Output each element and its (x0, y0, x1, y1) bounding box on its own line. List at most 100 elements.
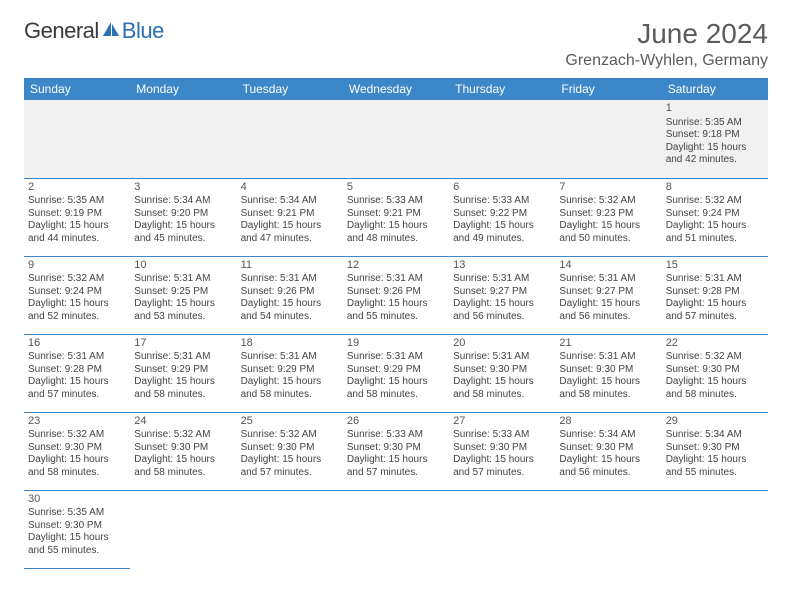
sunrise-line: Sunrise: 5:31 AM (134, 351, 232, 364)
logo-sail-icon (101, 18, 121, 44)
daylight-line: Daylight: 15 hours and 58 minutes. (453, 376, 551, 401)
daylight-line: Daylight: 15 hours and 55 minutes. (28, 532, 126, 557)
daylight-line: Daylight: 15 hours and 58 minutes. (666, 376, 764, 401)
empty-cell (237, 490, 343, 568)
empty-cell (555, 490, 661, 568)
day-number: 2 (28, 181, 126, 195)
sunrise-line: Sunrise: 5:31 AM (559, 351, 657, 364)
sunset-line: Sunset: 9:21 PM (241, 208, 339, 221)
daylight-line: Daylight: 15 hours and 58 minutes. (134, 454, 232, 479)
brand-part1: General (24, 18, 99, 44)
day-number: 21 (559, 337, 657, 351)
sunrise-line: Sunrise: 5:31 AM (666, 273, 764, 286)
day-number: 4 (241, 181, 339, 195)
day-cell: 16Sunrise: 5:31 AMSunset: 9:28 PMDayligh… (24, 334, 130, 412)
calendar-row: 2Sunrise: 5:35 AMSunset: 9:19 PMDaylight… (24, 178, 768, 256)
sunset-line: Sunset: 9:29 PM (241, 364, 339, 377)
sunrise-line: Sunrise: 5:31 AM (453, 351, 551, 364)
day-number: 12 (347, 259, 445, 273)
title-block: June 2024 Grenzach-Wyhlen, Germany (565, 18, 768, 70)
day-cell: 4Sunrise: 5:34 AMSunset: 9:21 PMDaylight… (237, 178, 343, 256)
day-cell: 23Sunrise: 5:32 AMSunset: 9:30 PMDayligh… (24, 412, 130, 490)
day-cell: 3Sunrise: 5:34 AMSunset: 9:20 PMDaylight… (130, 178, 236, 256)
daylight-line: Daylight: 15 hours and 57 minutes. (347, 454, 445, 479)
sunset-line: Sunset: 9:19 PM (28, 208, 126, 221)
day-number: 26 (347, 415, 445, 429)
daylight-line: Daylight: 15 hours and 55 minutes. (666, 454, 764, 479)
sunset-line: Sunset: 9:21 PM (347, 208, 445, 221)
weekday-header: Thursday (449, 78, 555, 100)
daylight-line: Daylight: 15 hours and 58 minutes. (28, 454, 126, 479)
daylight-line: Daylight: 15 hours and 57 minutes. (666, 298, 764, 323)
calendar-row: 16Sunrise: 5:31 AMSunset: 9:28 PMDayligh… (24, 334, 768, 412)
empty-cell (662, 490, 768, 568)
day-number: 8 (666, 181, 764, 195)
sunset-line: Sunset: 9:30 PM (134, 442, 232, 455)
sunrise-line: Sunrise: 5:34 AM (134, 195, 232, 208)
weekday-header: Monday (130, 78, 236, 100)
day-cell: 26Sunrise: 5:33 AMSunset: 9:30 PMDayligh… (343, 412, 449, 490)
sunset-line: Sunset: 9:24 PM (666, 208, 764, 221)
sunset-line: Sunset: 9:26 PM (241, 286, 339, 299)
day-cell: 25Sunrise: 5:32 AMSunset: 9:30 PMDayligh… (237, 412, 343, 490)
sunrise-line: Sunrise: 5:32 AM (666, 351, 764, 364)
daylight-line: Daylight: 15 hours and 53 minutes. (134, 298, 232, 323)
sunrise-line: Sunrise: 5:35 AM (28, 507, 126, 520)
sunset-line: Sunset: 9:30 PM (453, 442, 551, 455)
day-number: 11 (241, 259, 339, 273)
sunset-line: Sunset: 9:30 PM (241, 442, 339, 455)
calendar-row: 9Sunrise: 5:32 AMSunset: 9:24 PMDaylight… (24, 256, 768, 334)
sunrise-line: Sunrise: 5:31 AM (241, 273, 339, 286)
sunrise-line: Sunrise: 5:35 AM (666, 117, 764, 130)
sunrise-line: Sunrise: 5:31 AM (134, 273, 232, 286)
daylight-line: Daylight: 15 hours and 58 minutes. (241, 376, 339, 401)
sunrise-line: Sunrise: 5:34 AM (241, 195, 339, 208)
sunrise-line: Sunrise: 5:35 AM (28, 195, 126, 208)
daylight-line: Daylight: 15 hours and 58 minutes. (134, 376, 232, 401)
daylight-line: Daylight: 15 hours and 52 minutes. (28, 298, 126, 323)
sunset-line: Sunset: 9:20 PM (134, 208, 232, 221)
sunset-line: Sunset: 9:30 PM (28, 442, 126, 455)
empty-cell (555, 100, 661, 178)
sunset-line: Sunset: 9:25 PM (134, 286, 232, 299)
day-number: 29 (666, 415, 764, 429)
day-cell: 9Sunrise: 5:32 AMSunset: 9:24 PMDaylight… (24, 256, 130, 334)
empty-cell (343, 100, 449, 178)
empty-cell (449, 490, 555, 568)
day-number: 28 (559, 415, 657, 429)
day-cell: 27Sunrise: 5:33 AMSunset: 9:30 PMDayligh… (449, 412, 555, 490)
day-number: 25 (241, 415, 339, 429)
page-header: General Blue June 2024 Grenzach-Wyhlen, G… (24, 18, 768, 70)
empty-cell (343, 490, 449, 568)
day-number: 27 (453, 415, 551, 429)
day-cell: 8Sunrise: 5:32 AMSunset: 9:24 PMDaylight… (662, 178, 768, 256)
sunrise-line: Sunrise: 5:32 AM (28, 429, 126, 442)
day-cell: 13Sunrise: 5:31 AMSunset: 9:27 PMDayligh… (449, 256, 555, 334)
daylight-line: Daylight: 15 hours and 57 minutes. (241, 454, 339, 479)
sunrise-line: Sunrise: 5:32 AM (134, 429, 232, 442)
sunrise-line: Sunrise: 5:33 AM (453, 429, 551, 442)
day-number: 23 (28, 415, 126, 429)
sunset-line: Sunset: 9:29 PM (134, 364, 232, 377)
daylight-line: Daylight: 15 hours and 55 minutes. (347, 298, 445, 323)
day-cell: 17Sunrise: 5:31 AMSunset: 9:29 PMDayligh… (130, 334, 236, 412)
sunrise-line: Sunrise: 5:33 AM (347, 429, 445, 442)
sunset-line: Sunset: 9:26 PM (347, 286, 445, 299)
weekday-header-row: Sunday Monday Tuesday Wednesday Thursday… (24, 78, 768, 100)
brand-part2: Blue (122, 18, 164, 44)
day-number: 15 (666, 259, 764, 273)
weekday-header: Tuesday (237, 78, 343, 100)
weekday-header: Friday (555, 78, 661, 100)
weekday-header: Saturday (662, 78, 768, 100)
sunset-line: Sunset: 9:30 PM (28, 520, 126, 533)
sunrise-line: Sunrise: 5:34 AM (559, 429, 657, 442)
calendar-row: 23Sunrise: 5:32 AMSunset: 9:30 PMDayligh… (24, 412, 768, 490)
sunset-line: Sunset: 9:28 PM (28, 364, 126, 377)
daylight-line: Daylight: 15 hours and 56 minutes. (559, 454, 657, 479)
empty-cell (449, 100, 555, 178)
empty-cell (130, 100, 236, 178)
day-cell: 15Sunrise: 5:31 AMSunset: 9:28 PMDayligh… (662, 256, 768, 334)
brand-logo: General Blue (24, 18, 164, 44)
sunset-line: Sunset: 9:30 PM (559, 364, 657, 377)
weekday-header: Sunday (24, 78, 130, 100)
